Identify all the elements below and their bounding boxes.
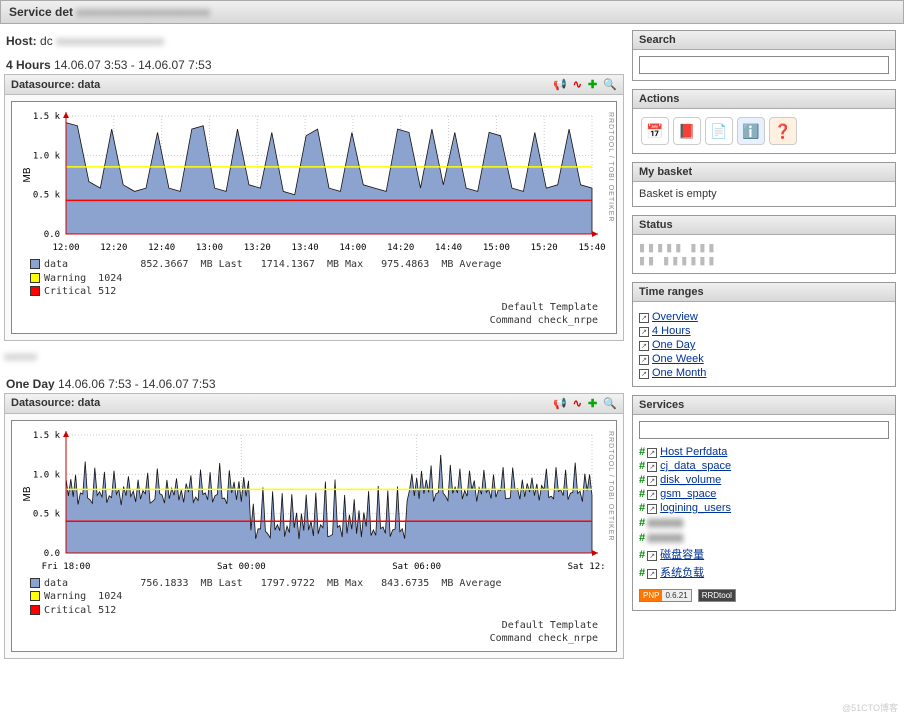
service-link[interactable]: gsm_space <box>660 488 716 500</box>
svg-text:Fri 18:00: Fri 18:00 <box>42 562 91 572</box>
line-icon[interactable]: ∿ <box>573 398 582 410</box>
service-link[interactable]: logining_users <box>660 502 731 514</box>
svg-text:0.0: 0.0 <box>44 549 60 559</box>
service-link[interactable]: 磁盘容量 <box>660 549 704 561</box>
status-panel: Status ▮▮▮▮▮ ▮▮▮▮▮ ▮▮▮▮▮▮ <box>632 215 896 274</box>
timerange-link[interactable]: One Day <box>652 339 695 351</box>
range-oneday: One Day 14.06.06 7:53 - 14.06.07 7:53 <box>6 377 622 391</box>
link-icon: ↗ <box>639 313 649 323</box>
xml-icon[interactable]: 📄 <box>705 117 733 145</box>
zoom-icon[interactable]: 🔍 <box>603 398 617 410</box>
page-title: Service det <box>9 5 73 19</box>
svg-text:1.5 k: 1.5 k <box>33 431 61 441</box>
svg-text:1.0 k: 1.0 k <box>33 470 61 480</box>
svg-text:12:20: 12:20 <box>100 243 127 253</box>
host-line: Host: dc xxxxxxxxxxxxxxxxxx <box>6 34 622 48</box>
svg-text:Sat 00:00: Sat 00:00 <box>217 562 266 572</box>
pdf-icon[interactable]: 📕 <box>673 117 701 145</box>
search-input[interactable] <box>639 56 889 74</box>
svg-text:12:00: 12:00 <box>52 243 79 253</box>
svg-text:15:00: 15:00 <box>483 243 510 253</box>
actions-panel: Actions 📅📕📄ℹ️❓ <box>632 89 896 154</box>
service-link[interactable]: 系统负载 <box>660 567 704 579</box>
chart-4hours: 0.0 0.5 k 1.0 k 1.5 k 12:00 12:20 12:40 13:00 13… <box>18 106 606 256</box>
rrdtool-badge: RRDtool <box>698 589 736 602</box>
svg-text:14:40: 14:40 <box>435 243 462 253</box>
svg-text:MB: MB <box>22 486 33 501</box>
svg-text:15:40: 15:40 <box>578 243 605 253</box>
watermark: @51CTO博客 <box>842 701 898 714</box>
svg-text:13:00: 13:00 <box>196 243 223 253</box>
calendar-icon[interactable]: 📅 <box>641 117 669 145</box>
services-panel: Services #↗Host Perfdata#↗cj_data_space#… <box>632 395 896 611</box>
svg-text:0.5 k: 0.5 k <box>33 191 61 201</box>
svg-text:13:20: 13:20 <box>244 243 271 253</box>
service-link[interactable]: disk_volume <box>660 474 721 486</box>
svg-text:0.0: 0.0 <box>44 230 60 240</box>
help-icon[interactable]: ❓ <box>769 117 797 145</box>
alert-icon[interactable]: 📢 <box>553 79 567 91</box>
svg-text:1.5 k: 1.5 k <box>33 112 61 122</box>
link-icon: ↗ <box>647 569 657 579</box>
svg-text:13:40: 13:40 <box>292 243 319 253</box>
svg-text:MB: MB <box>22 167 33 182</box>
timerange-link[interactable]: Overview <box>652 311 698 323</box>
service-link[interactable]: Host Perfdata <box>660 446 727 458</box>
link-icon: ↗ <box>647 448 657 458</box>
timerange-link[interactable]: One Week <box>652 353 704 365</box>
rrd-credit: RRDTOOL / TOBI OETIKER <box>607 431 614 541</box>
link-icon: ↗ <box>647 476 657 486</box>
chart-oneday: 0.0 0.5 k 1.0 k 1.5 k Fri 18:00 Sat 00:00 Sat … <box>18 425 606 575</box>
svg-text:Sat 12:00: Sat 12:00 <box>568 562 606 572</box>
svg-text:14:00: 14:00 <box>339 243 366 253</box>
datasource-label: Datasource: data <box>11 79 100 91</box>
link-icon: ↗ <box>639 341 649 351</box>
timerange-link[interactable]: One Month <box>652 367 706 379</box>
svg-text:15:20: 15:20 <box>531 243 558 253</box>
link-icon: ↗ <box>647 490 657 500</box>
link-icon: ↗ <box>639 369 649 379</box>
link-icon: ↗ <box>639 327 649 337</box>
services-filter-input[interactable] <box>639 421 889 439</box>
add-icon[interactable]: ✚ <box>588 398 597 410</box>
range-4hours: 4 Hours 14.06.07 3:53 - 14.06.07 7:53 <box>6 58 622 72</box>
graph-panel-4hours: Datasource: data 📢 ∿ ✚ 🔍 RRDTOOL / TOBI … <box>4 74 624 341</box>
datasource-label: Datasource: data <box>11 397 100 409</box>
legend: data 852.3667 MB Last 1714.1367 MB Max 9… <box>18 256 610 301</box>
pnp-badge: PNP0.6.21 <box>639 589 692 602</box>
basket-panel: My basket Basket is empty <box>632 162 896 207</box>
timerange-link[interactable]: 4 Hours <box>652 325 691 337</box>
alert-icon[interactable]: 📢 <box>553 398 567 410</box>
link-icon: ↗ <box>647 462 657 472</box>
svg-text:1.0 k: 1.0 k <box>33 151 61 161</box>
svg-text:12:40: 12:40 <box>148 243 175 253</box>
zoom-icon[interactable]: 🔍 <box>603 79 617 91</box>
rrd-credit: RRDTOOL / TOBI OETIKER <box>607 112 614 222</box>
svg-text:Sat 06:00: Sat 06:00 <box>392 562 441 572</box>
basket-text: Basket is empty <box>633 182 895 206</box>
link-icon: ↗ <box>647 551 657 561</box>
timeranges-panel: Time ranges ↗Overview↗4 Hours↗One Day↗On… <box>632 282 896 387</box>
add-icon[interactable]: ✚ <box>588 79 597 91</box>
line-icon[interactable]: ∿ <box>573 79 582 91</box>
search-panel: Search <box>632 30 896 81</box>
graph-panel-oneday: Datasource: data 📢 ∿ ✚ 🔍 RRDTOOL / TOBI … <box>4 393 624 660</box>
svg-text:14:20: 14:20 <box>387 243 414 253</box>
link-icon: ↗ <box>647 504 657 514</box>
svg-text:0.5 k: 0.5 k <box>33 509 61 519</box>
link-icon: ↗ <box>639 355 649 365</box>
legend: data 756.1833 MB Last 1797.9722 MB Max 8… <box>18 575 610 620</box>
info-icon[interactable]: ℹ️ <box>737 117 765 145</box>
service-link[interactable]: cj_data_space <box>660 460 731 472</box>
